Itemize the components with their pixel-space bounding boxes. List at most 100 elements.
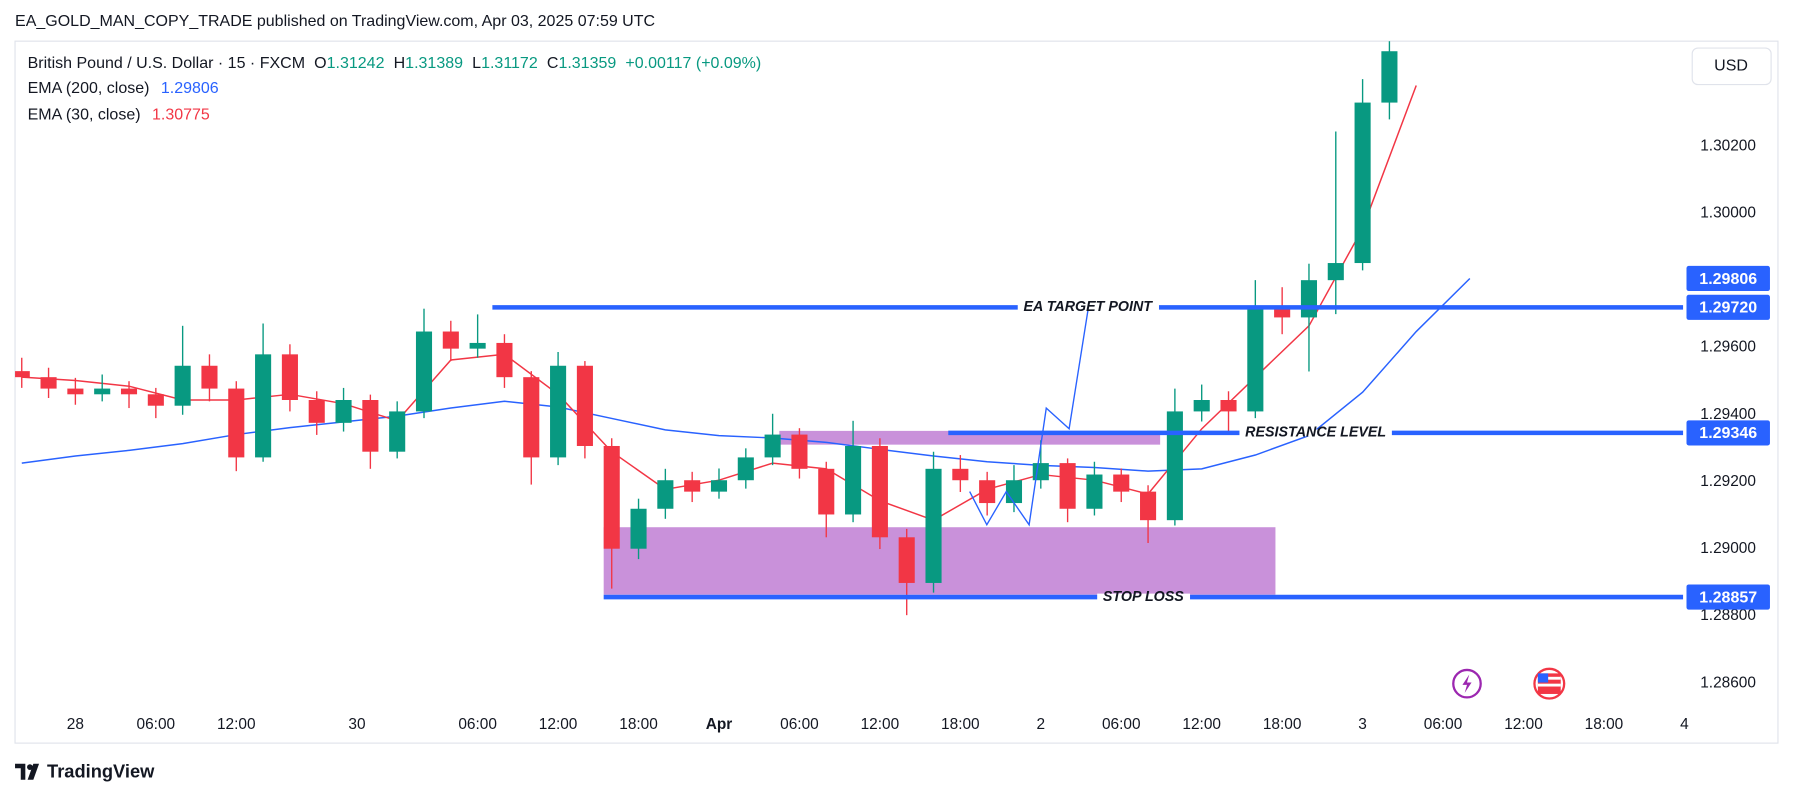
publisher-line: EA_GOLD_MAN_COPY_TRADE published on Trad… <box>15 13 655 30</box>
x-tick-label: 06:00 <box>780 716 819 733</box>
symbol-line: British Pound / U.S. Dollar · 15 · FXCM O… <box>28 55 762 72</box>
level-label: STOP LOSS <box>1103 589 1184 605</box>
ohlc-key: L <box>472 55 481 72</box>
candle-body <box>120 388 138 395</box>
y-tick-label: 1.29600 <box>1700 339 1756 356</box>
ohlc-key: H <box>394 55 406 72</box>
x-tick-label: 28 <box>67 716 84 733</box>
level-label-bg <box>1239 429 1392 437</box>
currency-button[interactable] <box>1691 47 1772 86</box>
candle-body <box>684 480 701 492</box>
y-tick-label: 1.29000 <box>1700 540 1756 557</box>
y-tick-label: 1.29400 <box>1700 406 1756 423</box>
legend-name: EMA (200, close) <box>28 80 150 97</box>
y-tick-label: 1.30200 <box>1700 137 1756 154</box>
candle-body <box>442 331 459 349</box>
candle-body <box>362 399 379 452</box>
level-label: EA TARGET POINT <box>1023 299 1153 315</box>
candle-body <box>523 377 540 458</box>
x-tick-label: 18:00 <box>619 716 658 733</box>
price-tag-label: 1.29720 <box>1699 300 1757 317</box>
candle-body <box>389 411 406 452</box>
y-tick-label: 1.29200 <box>1700 473 1756 490</box>
candle-body <box>1086 474 1103 509</box>
legend-value: 1.30775 <box>152 107 210 124</box>
candle-body <box>201 365 218 389</box>
logo-mark <box>27 763 40 780</box>
candle-body <box>94 388 111 395</box>
y-tick-label: 1.28800 <box>1700 607 1756 624</box>
candle-body <box>308 399 325 423</box>
candle-body <box>1247 308 1264 412</box>
logo-mark <box>15 763 26 780</box>
currency[interactable]: USD <box>1714 58 1748 75</box>
x-tick-label: 4 <box>1680 716 1689 733</box>
ohlc-key: O <box>314 55 326 72</box>
candle-body <box>979 480 996 504</box>
x-tick-label: 18:00 <box>941 716 980 733</box>
x-tick-label: 2 <box>1037 716 1046 733</box>
legend-entry: EMA (30, close) 1.30775 <box>28 107 210 124</box>
symbol: British Pound / U.S. Dollar · 15 · FXCM <box>28 55 305 72</box>
candle-body <box>764 434 781 458</box>
flag-stripe <box>1537 676 1561 680</box>
legend-name: EMA (30, close) <box>28 107 141 124</box>
logo-mark <box>27 764 33 770</box>
x-tick-label: Apr <box>706 716 733 733</box>
brand: TradingView <box>47 761 155 782</box>
candle-body <box>335 399 352 423</box>
price-tag-label: 1.28857 <box>1699 589 1757 606</box>
chart-frame <box>14 40 1779 744</box>
level-label: RESISTANCE LEVEL <box>1245 425 1386 441</box>
candle-body <box>871 445 888 538</box>
candle-body <box>845 445 862 515</box>
candle-body <box>576 365 593 446</box>
ohlc-value: 1.31359 <box>558 55 616 72</box>
candle-body <box>818 468 835 515</box>
candle-body <box>147 394 164 406</box>
candle-body <box>657 480 674 509</box>
candle-body <box>1327 263 1344 281</box>
candle-body <box>15 371 30 378</box>
ohlc-value: 1.31242 <box>327 55 385 72</box>
price-tag <box>1686 265 1770 292</box>
candle-body <box>1300 280 1318 318</box>
candle-body <box>496 342 513 378</box>
candle-body <box>898 537 915 583</box>
candle-body <box>1274 308 1291 318</box>
ohlc-value: 1.31389 <box>405 55 463 72</box>
candle-body <box>1032 463 1049 481</box>
candle-body <box>630 508 647 549</box>
candle-body <box>174 365 191 406</box>
event-icons <box>1452 667 1566 700</box>
x-tick-label: 06:00 <box>458 716 497 733</box>
candle-body <box>1166 411 1183 521</box>
x-tick-label: 06:00 <box>1424 716 1463 733</box>
price-tag-label: 1.29346 <box>1699 425 1757 442</box>
candle-body <box>67 388 84 395</box>
candle-body <box>1220 399 1237 412</box>
legend-value: 1.29806 <box>161 80 219 97</box>
ohlc-value: 1.31172 <box>481 55 538 72</box>
level-label-bg <box>1017 303 1159 311</box>
x-tick-label: 12:00 <box>539 716 578 733</box>
candle-body <box>1059 463 1076 509</box>
x-tick-label: 12:00 <box>1182 716 1221 733</box>
flag-canton <box>1537 673 1549 683</box>
x-tick-label: 18:00 <box>1585 716 1624 733</box>
candle-body <box>1140 491 1157 521</box>
price-tag-label: 1.29806 <box>1699 271 1757 288</box>
candle-body <box>40 377 57 389</box>
candle-body <box>925 468 942 583</box>
candle-body <box>469 342 486 349</box>
change: +0.00117 (+0.09%) <box>625 55 761 72</box>
candle-body <box>1354 102 1371 264</box>
x-tick-label: 30 <box>348 716 365 733</box>
lightning-icon <box>1462 674 1472 693</box>
candle-body <box>1005 480 1023 504</box>
y-tick-label: 1.30000 <box>1700 204 1756 221</box>
ohlc-key: C <box>547 55 559 72</box>
plot-area <box>15 41 1471 616</box>
